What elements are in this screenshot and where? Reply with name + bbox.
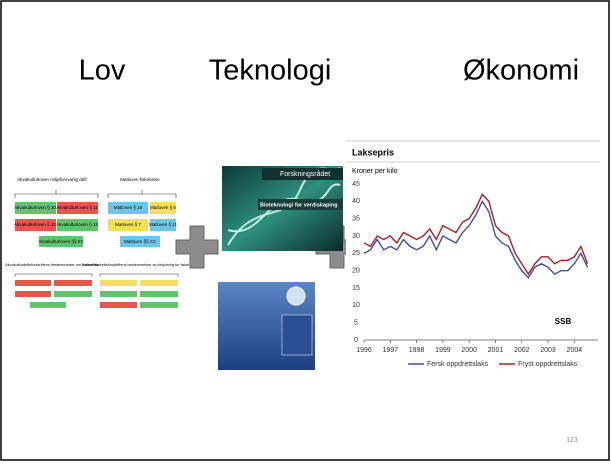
y-tick-label: 25 (352, 250, 360, 257)
heading: Lov (79, 55, 126, 87)
group-title: Akvakulturloven miljøforsvarlig drift (17, 177, 87, 182)
law-label: Matloven § 11 (149, 222, 177, 227)
slide: Lov Teknologi Økonomi 123 Akvakulturlove… (0, 0, 611, 462)
y-tick-label: 0 (354, 337, 358, 344)
x-tick-label: 2002 (514, 347, 530, 354)
x-tick-label: 1996 (356, 347, 372, 354)
y-tick-label: 10 (352, 302, 360, 309)
x-tick-label: 1997 (383, 347, 399, 354)
heading: Økonomi (463, 55, 579, 87)
map-icon (287, 287, 305, 305)
law-label: Matloven § 6 (150, 205, 176, 210)
law-label: Akvakulturloven §§ XX (38, 239, 83, 244)
law-label: Matloven § 16 (114, 205, 143, 210)
x-tick-label: 1999 (435, 347, 451, 354)
law-label: Akvakulturloven § 13 (56, 222, 98, 227)
legend-label: Fersk oppdrettslaks (427, 361, 489, 368)
law-label: Matloven § 7 (115, 222, 141, 227)
y-tick-label: 15 (352, 285, 360, 292)
law-label: Akvakulturloven § 10 (14, 205, 56, 210)
x-tick-label: 1998 (409, 347, 425, 354)
y-tick-label: 40 (352, 198, 360, 205)
x-tick-label: 2001 (488, 347, 504, 354)
group-title: Matloven fiskehelse (120, 177, 160, 182)
y-tick-label: 5 (354, 320, 358, 327)
annotation: SSB (555, 317, 572, 326)
x-tick-label: 2000 (461, 347, 477, 354)
caption: Bioteknologi for verdiskaping (260, 202, 338, 208)
map-panel (282, 315, 312, 355)
chart-title: Laksepris (352, 147, 394, 157)
x-tick-label: 2003 (540, 347, 556, 354)
legend-label: Fryst oppdrettslaks (518, 361, 578, 368)
page-number: 123 (566, 437, 578, 444)
chart-subtitle: Kroner per kilo (352, 168, 398, 175)
y-tick-label: 30 (352, 233, 360, 240)
law-label: Akvakulturloven § 11 (56, 205, 98, 210)
chart-area (346, 140, 602, 378)
heading: Teknologi (209, 55, 332, 87)
law-label: Matloven §§ XX (124, 239, 156, 244)
banner-text: Forskningsrådet (280, 170, 330, 178)
y-tick-label: 20 (352, 268, 360, 275)
x-tick-label: 2004 (567, 347, 583, 354)
y-tick-label: 45 (352, 181, 360, 188)
sub-title: Laksefiskdrettsforskriftens bestemmelser… (83, 263, 198, 267)
y-tick-label: 35 (352, 216, 360, 223)
law-label: Akvakulturloven § 12 (14, 222, 56, 227)
